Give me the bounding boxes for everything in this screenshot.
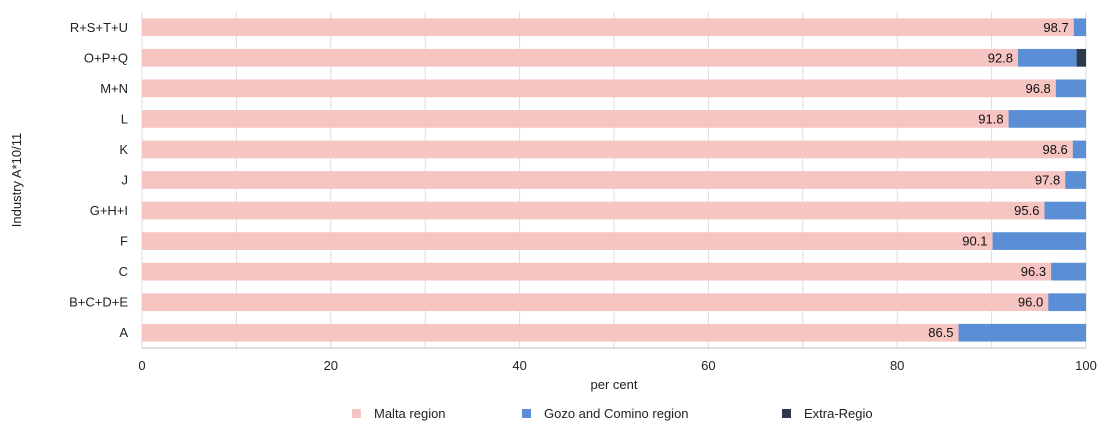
y-tick-label: B+C+D+E <box>69 295 128 310</box>
x-tick-label: 0 <box>138 358 145 373</box>
bar-segment <box>1008 110 1086 128</box>
bars <box>142 18 1086 342</box>
x-tick-labels: 0 20 40 60 80 100 <box>138 358 1096 373</box>
data-label: 92.8 <box>988 50 1013 65</box>
bar-segment <box>142 18 1074 37</box>
bar-segment <box>142 232 993 250</box>
bar-segment <box>142 110 1009 128</box>
bar-segment <box>142 293 1049 312</box>
x-tick-label: 80 <box>890 358 904 373</box>
y-tick-label: L <box>121 111 128 126</box>
legend-swatch <box>782 409 791 418</box>
y-axis-title: Industry A*10/11 <box>9 133 24 227</box>
data-labels: 98.7 92.8 96.8 91.8 98.6 97.8 95.6 90.1 96.3 96.0… <box>928 20 1068 340</box>
bar-segment <box>142 48 1019 67</box>
legend-swatch <box>352 409 361 418</box>
data-label: 91.8 <box>978 111 1003 126</box>
bar-segment <box>1076 48 1086 67</box>
bar-segment <box>1073 18 1086 37</box>
bar-segment <box>142 323 959 342</box>
data-label: 95.6 <box>1014 203 1039 218</box>
bar-segment <box>142 79 1056 98</box>
bar-segment <box>1048 293 1086 312</box>
data-label: 98.7 <box>1043 20 1068 35</box>
bar-segment <box>958 323 1086 342</box>
y-tick-labels: R+S+T+U O+P+Q M+N L K J G+H+I FC B+C+D+E A <box>69 20 128 340</box>
x-tick-label: 40 <box>512 358 526 373</box>
y-tick-label: J <box>122 173 129 188</box>
data-label: 90.1 <box>962 234 987 249</box>
bar-segment <box>142 201 1045 220</box>
y-tick-label: F <box>120 234 128 249</box>
y-tick-label: A <box>119 325 128 340</box>
bar-segment <box>1072 140 1086 159</box>
data-label: 97.8 <box>1035 173 1060 188</box>
legend-swatch <box>522 409 531 418</box>
bar-segment <box>1065 171 1086 189</box>
y-tick-label: M+N <box>100 81 128 96</box>
bar-segment <box>142 262 1052 281</box>
y-tick-label: K <box>119 142 128 157</box>
bar-segment <box>1051 262 1086 281</box>
bar-segment <box>1044 201 1086 220</box>
x-tick-label: 20 <box>324 358 338 373</box>
data-label: 98.6 <box>1042 142 1067 157</box>
legend-label: Malta region <box>374 406 446 421</box>
y-tick-label: G+H+I <box>90 203 128 218</box>
y-tick-label: C <box>119 264 128 279</box>
bar-segment <box>1018 48 1077 67</box>
bar-segment <box>142 140 1073 159</box>
bar-segment <box>992 232 1086 250</box>
data-label: 96.8 <box>1025 81 1050 96</box>
legend-label: Gozo and Comino region <box>544 406 689 421</box>
y-tick-label: R+S+T+U <box>70 20 128 35</box>
bar-segment <box>142 171 1066 189</box>
data-label: 96.3 <box>1021 264 1046 279</box>
legend-label: Extra-Regio <box>804 406 873 421</box>
bar-segment <box>1055 79 1086 98</box>
y-tick-label: O+P+Q <box>84 50 128 65</box>
x-tick-label: 60 <box>701 358 715 373</box>
x-axis-title: per cent <box>591 377 638 392</box>
legend: Malta region Gozo and Comino region Extra-… <box>352 406 873 421</box>
data-label: 86.5 <box>928 325 953 340</box>
x-tick-label: 100 <box>1075 358 1097 373</box>
data-label: 96.0 <box>1018 295 1043 310</box>
